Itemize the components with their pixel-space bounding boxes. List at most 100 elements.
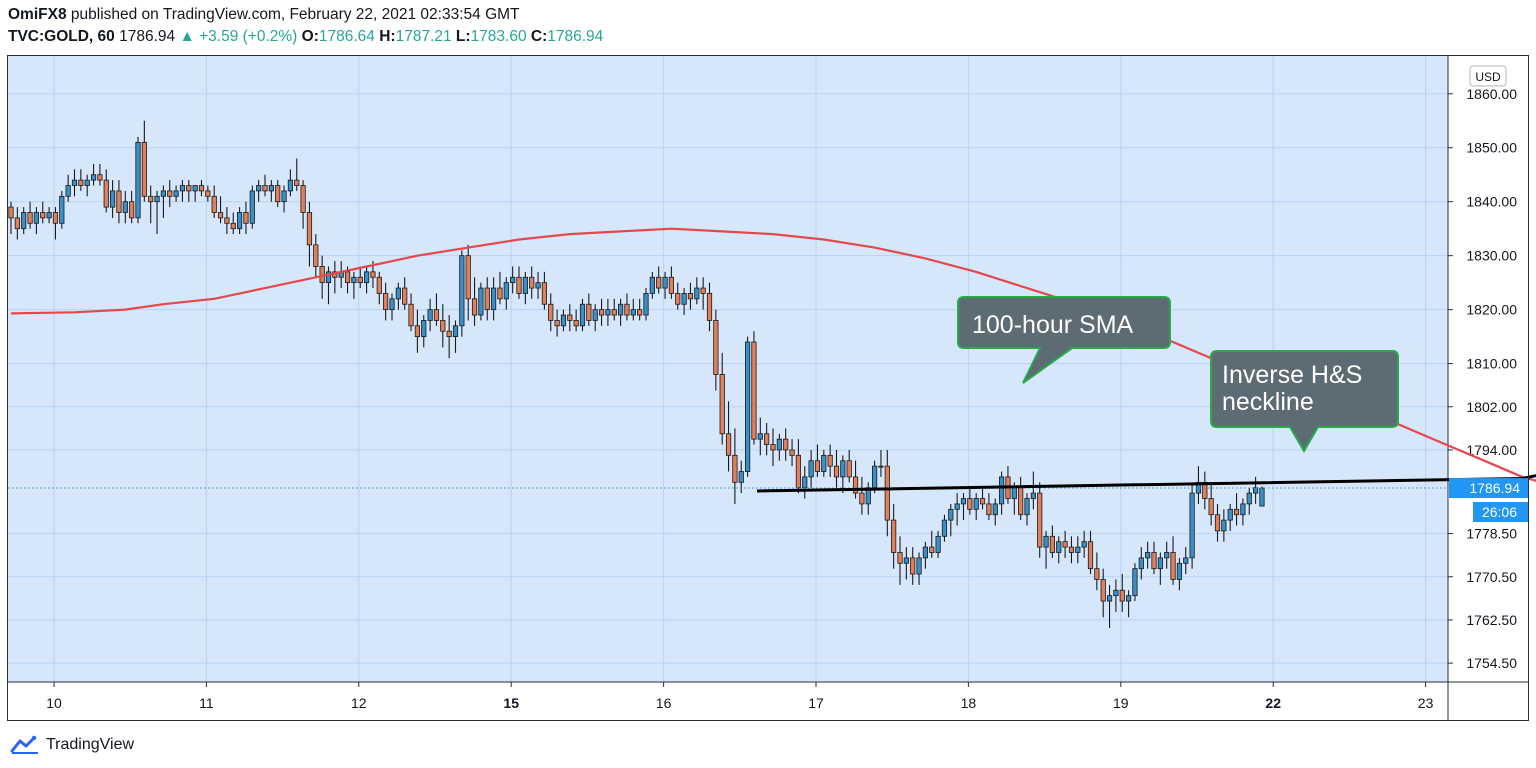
candle-up — [160, 185, 166, 218]
candle-body — [738, 471, 744, 483]
candle-body — [224, 217, 230, 224]
candle-body — [960, 498, 967, 505]
candle-body — [8, 206, 14, 219]
candle-body — [351, 276, 357, 284]
candle-body — [414, 325, 421, 338]
y-tick-label: 1802.00 — [1466, 399, 1517, 415]
x-tick-label: 11 — [199, 695, 214, 711]
candle-body — [872, 465, 878, 489]
candle-body — [249, 190, 255, 224]
candle-up — [478, 282, 484, 321]
candle-up — [173, 185, 179, 202]
countdown-tag-box — [1473, 502, 1528, 523]
candle-up — [363, 266, 370, 294]
candle-down — [300, 180, 306, 229]
countdown-value: 26:06 — [1482, 504, 1517, 520]
candle-down — [833, 449, 840, 488]
candle-body — [1106, 595, 1113, 602]
candle-down — [262, 174, 268, 197]
candle-up — [954, 493, 960, 526]
y-tick-label: 1778.50 — [1466, 526, 1517, 542]
sma-callout-text: 100-hour SMA — [972, 311, 1134, 339]
candle-body — [922, 546, 929, 559]
candle-body — [725, 433, 732, 456]
candle-down — [1037, 482, 1043, 558]
candle-body — [313, 244, 319, 267]
x-tick-label: 12 — [351, 695, 367, 711]
candle-body — [554, 320, 560, 327]
candle-up — [389, 293, 395, 321]
candle-down — [497, 271, 503, 305]
last-price-tag-box — [1449, 478, 1528, 499]
candle-down — [706, 282, 713, 332]
time-axis[interactable]: 10 11 12 15 16 17 18 19 22 23 — [46, 682, 1434, 711]
candle-body — [630, 309, 636, 316]
price-axis[interactable]: 1860.00 1850.00 1840.00 1830.00 1820.00 1810.… — [1448, 86, 1517, 671]
candle-body — [649, 276, 655, 294]
tradingview-logo[interactable]: TradingView — [10, 732, 134, 758]
candle-body — [713, 320, 719, 375]
candle-down — [217, 196, 224, 224]
candle-body — [516, 276, 522, 294]
currency-badge-box — [1469, 65, 1507, 87]
candle-body — [363, 271, 370, 284]
candle-up — [776, 433, 782, 461]
plot-area[interactable] — [8, 56, 1448, 682]
candle-body — [999, 476, 1005, 505]
candle-body — [383, 293, 389, 311]
candle-up — [757, 417, 763, 456]
last-price: 1786.94 — [119, 28, 176, 45]
candle-body — [306, 212, 313, 246]
candle-body — [402, 287, 408, 305]
candle-body — [1151, 552, 1157, 570]
candle-up — [287, 169, 294, 197]
candle-down — [1087, 530, 1094, 575]
candle-body — [891, 519, 897, 553]
candle-body — [700, 287, 706, 294]
candle-body — [1170, 552, 1176, 580]
neckline-callout-line2: neckline — [1222, 388, 1314, 416]
candle-down — [548, 293, 554, 332]
candle-body — [1126, 595, 1132, 602]
candle-down — [611, 298, 617, 321]
candle-down — [859, 476, 865, 515]
candle-body — [427, 309, 433, 321]
candle-body — [821, 454, 827, 472]
candle-body — [281, 190, 287, 203]
candle-body — [478, 287, 484, 316]
candle-body — [897, 552, 903, 564]
candle-up — [1030, 471, 1036, 510]
candle-up — [427, 298, 433, 332]
candle-up — [1176, 557, 1182, 591]
candle-body — [1259, 487, 1265, 507]
candle-up — [395, 282, 401, 310]
symbol-info: TVC:GOLD, 60 1786.94 ▲ +3.59 (+0.2%) O:1… — [8, 26, 603, 48]
candle-body — [230, 222, 236, 230]
candle-down — [827, 444, 833, 477]
candle-body — [783, 438, 789, 451]
candle-down — [719, 352, 725, 445]
candle-down — [465, 244, 471, 321]
candle-body — [618, 303, 624, 316]
candle-up — [535, 271, 541, 299]
y-tick-label: 1820.00 — [1466, 302, 1517, 318]
symbol-label[interactable]: TVC:GOLD, 60 — [8, 28, 115, 45]
publisher-name[interactable]: OmiFX8 — [8, 6, 67, 23]
candle-body — [529, 276, 535, 289]
open-value: 1786.64 — [318, 28, 375, 45]
candle-body — [421, 320, 427, 338]
candle-body — [751, 341, 757, 440]
candle-body — [14, 217, 20, 230]
candle-body — [129, 201, 135, 219]
candle-up — [1081, 530, 1087, 558]
candle-body — [287, 179, 294, 192]
y-tick-label: 1860.00 — [1466, 86, 1517, 102]
candle-body — [884, 465, 890, 521]
candle-down — [986, 493, 992, 521]
candle-down — [148, 185, 154, 224]
candle-down — [224, 207, 230, 235]
candle-up — [649, 271, 655, 299]
candle-body — [706, 293, 713, 321]
candle-down — [846, 449, 852, 483]
